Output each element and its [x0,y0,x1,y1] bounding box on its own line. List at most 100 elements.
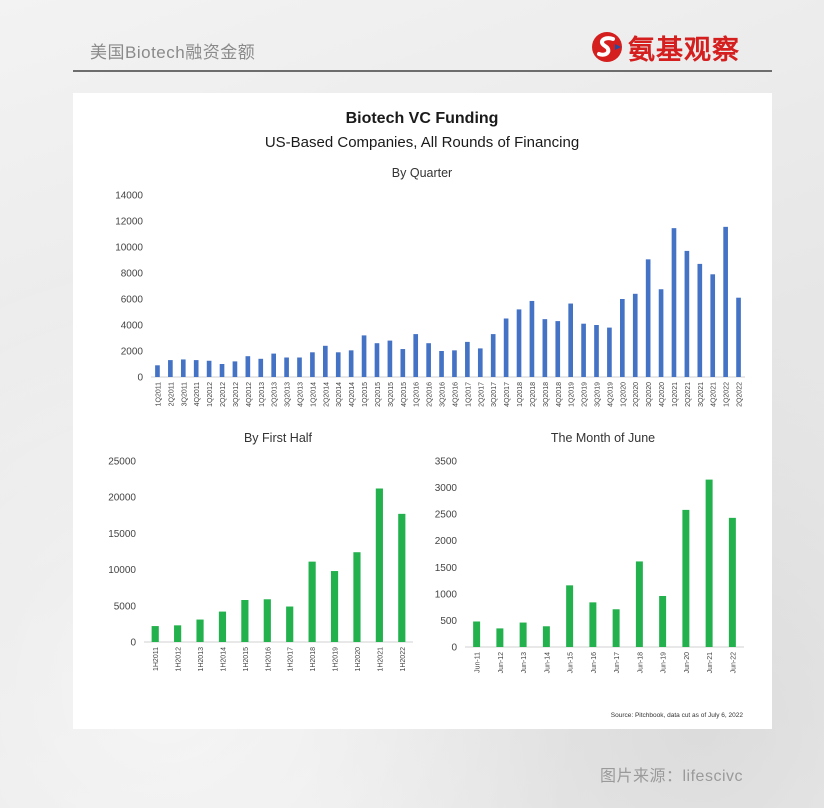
image-credit: 图片来源：lifescivc [600,768,744,785]
x-tick-label: 2Q2012 [220,382,227,407]
bar [632,293,638,377]
bar [465,341,470,377]
bar [308,561,316,642]
bar [620,299,625,377]
bar [174,625,182,642]
bar [241,600,249,642]
bar [594,325,599,377]
bar [206,360,212,377]
y-tick-label: 12000 [115,217,143,228]
bar [529,300,535,377]
bar [477,348,483,377]
page-title: 美国Biotech融资金额 [90,43,256,62]
bar [219,364,225,377]
bar [658,289,664,377]
y-tick-label: 10000 [108,565,136,576]
x-tick-label: 2Q2022 [737,382,744,407]
quarterly-chart: By Quarter 0 2000 4000 6000 8000 10000 12000 140… [115,166,745,407]
x-tick-label: 1H2022 [400,647,407,672]
bar [568,303,573,377]
x-tick-label: 3Q2018 [543,382,550,407]
x-tick-label: Jun-15 [568,652,575,674]
source-note: Source: Pitchbook, data cut as of July 6… [611,712,744,719]
bar [398,513,406,642]
x-tick-label: 4Q2017 [504,382,511,407]
bar [607,327,612,377]
bar [581,323,586,377]
bar [286,606,294,642]
x-tick-label: 3Q2019 [595,382,602,407]
chart-title: The Month of June [551,431,655,445]
x-tick-label: 1H2011 [153,647,160,671]
y-tick-label: 2000 [435,536,458,547]
x-tick-label: 4Q2018 [556,382,563,407]
y-tick-label: 0 [130,638,136,649]
x-tick-label: 1Q2019 [569,382,576,407]
y-tick-label: 3500 [435,457,458,468]
bar [439,351,444,377]
x-tick-label: Jun-20 [684,652,691,674]
bar [361,335,367,377]
bar [705,479,713,647]
chart-card: Biotech VC Funding US-Based Companies, A… [73,93,772,729]
x-tick-label: 1H2021 [377,647,384,672]
x-tick-label: 1H2019 [333,647,340,672]
x-tick-label: 4Q2020 [659,382,666,407]
x-tick-label: 3Q2014 [336,382,343,407]
x-tick-label: 4Q2012 [246,382,253,407]
x-tick-label: 4Q2016 [452,382,459,407]
bar [375,488,383,642]
x-tick-label: 1H2013 [198,647,205,672]
bar [400,349,406,377]
x-tick-label: 2Q2019 [582,382,589,407]
bar [151,626,159,642]
chart-canvas: Biotech VC Funding US-Based Companies, A… [108,110,745,719]
y-tick-label: 3000 [435,483,458,494]
bar [353,552,361,642]
x-tick-label: 1Q2014 [310,382,317,407]
x-tick-label: Jun-14 [544,652,551,674]
y-tick-label: 1000 [435,589,458,600]
x-tick-label: Jun-16 [591,652,598,674]
bar [297,357,302,377]
bar [180,359,186,377]
chart-title: By Quarter [392,166,452,180]
bar [387,340,393,377]
x-tick-label: 3Q2016 [440,382,447,407]
x-tick-label: Jun-13 [521,652,528,674]
x-tick-label: 1H2018 [310,647,317,672]
bar [496,628,504,647]
y-tick-label: 4000 [121,321,144,332]
x-tick-label: 2Q2015 [375,382,382,407]
x-tick-label: 2Q2020 [633,382,640,407]
x-tick-label: 2Q2018 [530,382,537,407]
x-tick-label: 1Q2013 [259,382,266,407]
x-tick-label: Jun-18 [637,652,644,674]
y-tick-label: 8000 [121,269,144,280]
header-divider [73,70,772,72]
bar [659,595,667,647]
bar [684,250,690,377]
y-tick-label: 2500 [435,510,458,521]
bar [736,297,741,377]
bar [196,619,204,642]
bar [503,318,509,377]
x-tick-label: 1Q2018 [517,382,524,407]
bar [271,353,276,377]
bar [710,274,716,377]
x-tick-label: Jun-12 [498,652,505,674]
x-tick-label: 3Q2017 [491,382,498,407]
bar [168,360,173,377]
x-tick-label: 2Q2021 [685,382,692,407]
bar [635,561,643,647]
y-tick-label: 14000 [115,191,143,202]
figure-subtitle: US-Based Companies, All Rounds of Financ… [265,134,579,151]
bar [232,361,238,377]
bar [728,517,736,647]
y-tick-label: 500 [440,616,457,627]
bar [682,509,690,647]
bar [516,309,522,377]
x-tick-label: 1Q2021 [672,382,679,407]
x-tick-label: Jun-17 [614,652,621,674]
bar [542,319,548,377]
